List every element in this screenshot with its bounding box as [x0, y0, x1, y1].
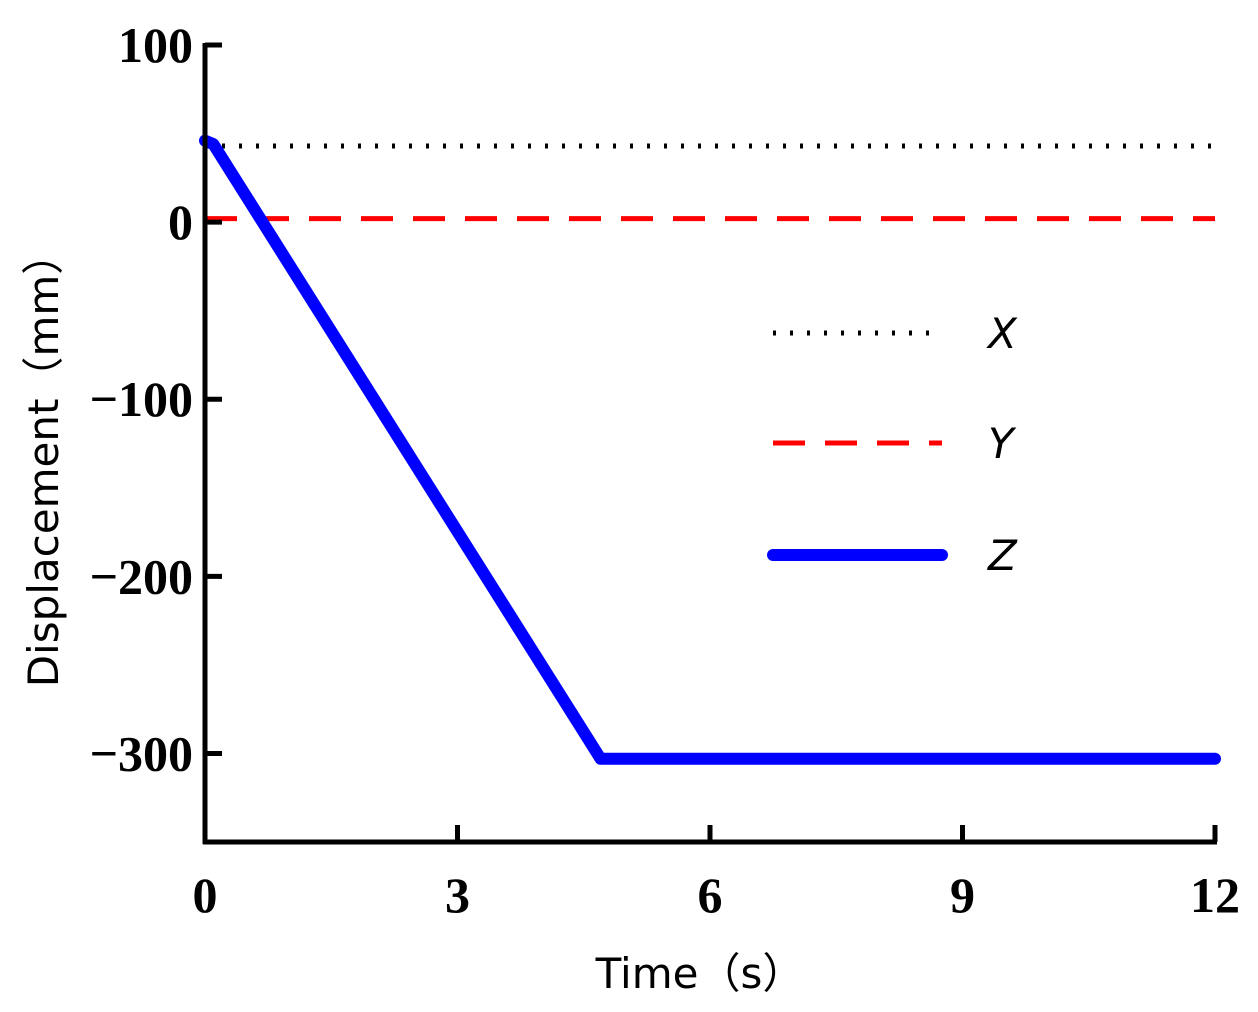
y-tick-label: −200	[90, 548, 194, 604]
legend-label-x: X	[986, 309, 1018, 358]
x-tick-label: 3	[445, 867, 470, 923]
x-tick-label: 0	[193, 867, 218, 923]
y-axis-title: Displacement（mm）	[19, 233, 68, 688]
y-tick-label: −300	[90, 725, 194, 781]
legend-label-z: Z	[987, 531, 1018, 580]
x-tick-label: 9	[950, 867, 975, 923]
axes	[202, 43, 1217, 845]
x-tick-label: 12	[1190, 867, 1240, 923]
legend-label-y: Y	[988, 419, 1017, 468]
y-tick-label: 0	[168, 194, 193, 250]
x-tick-label: 6	[698, 867, 723, 923]
x-axis-title: Time（s）	[595, 949, 805, 998]
plot-lines	[199, 134, 1221, 765]
ticks: 100 0 −100 −200 −300 0 3 6 9 12	[90, 17, 1241, 923]
y-tick-label: 100	[118, 17, 193, 73]
y-tick-label: −100	[90, 371, 194, 427]
legend: X Y Z	[767, 309, 1018, 580]
series-line-z	[199, 134, 1221, 765]
